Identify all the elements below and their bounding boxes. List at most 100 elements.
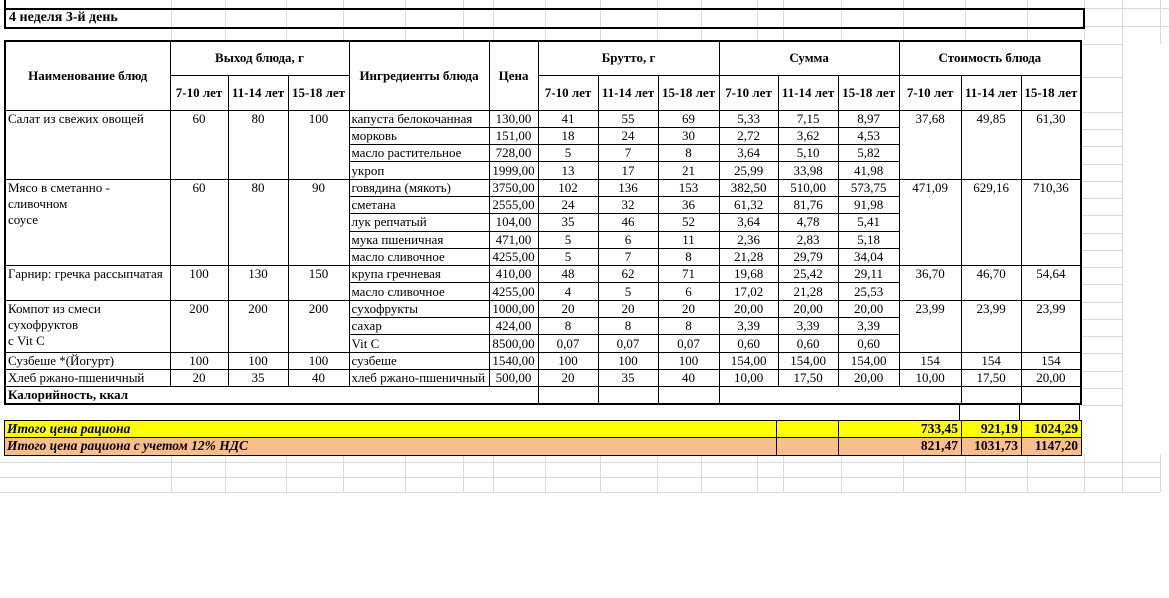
price-cell[interactable]: 4255,00 — [488, 247, 539, 267]
gross-cell-age1[interactable]: 20 — [537, 299, 599, 319]
gross-cell-age2[interactable]: 136 — [597, 178, 659, 197]
gross-cell-age1[interactable]: 41 — [537, 109, 599, 128]
sum-cell-age3[interactable]: 3,39 — [837, 317, 900, 336]
gross-cell-age3[interactable]: 153 — [657, 178, 720, 197]
sum-cell-age2[interactable]: 3,39 — [777, 317, 839, 336]
cost-cell-age2[interactable]: 17,50 — [960, 368, 1022, 388]
price-cell[interactable]: 4255,00 — [488, 282, 539, 301]
cost-cell-age3[interactable]: 23,99 — [1020, 299, 1082, 353]
gross-cell-age2[interactable]: 55 — [597, 109, 659, 128]
cost-cell-age3[interactable]: 61,30 — [1020, 109, 1082, 180]
sum-cell-age3[interactable]: 573,75 — [837, 178, 900, 197]
gross-cell-age3[interactable]: 8 — [657, 317, 720, 336]
total-label-cell[interactable]: Итого цена рациона — [7, 421, 131, 436]
sum-cell-age1[interactable]: 0,60 — [718, 334, 779, 353]
header-dish[interactable]: Наименование блюд — [4, 40, 171, 111]
price-cell[interactable]: 424,00 — [488, 317, 539, 336]
output-cell-age3[interactable]: 100 — [287, 109, 350, 180]
gross-cell-age3[interactable]: 52 — [657, 213, 720, 232]
output-cell-age2[interactable]: 100 — [227, 351, 289, 370]
gross-cell-age3[interactable]: 71 — [657, 265, 720, 284]
ingredient-cell[interactable]: мука пшеничная — [348, 230, 490, 249]
price-cell[interactable]: 1540,00 — [488, 351, 539, 370]
dish-name-cell[interactable]: Компот из смеси сухофруктов с Vit C — [4, 299, 171, 353]
header-age-cost-3[interactable]: 15-18 лет — [1020, 74, 1082, 111]
cost-cell-age2[interactable]: 154 — [960, 351, 1022, 370]
price-cell[interactable]: 471,00 — [488, 230, 539, 249]
sum-cell-age2[interactable]: 3,62 — [777, 126, 839, 146]
sum-cell-age3[interactable]: 8,97 — [837, 109, 900, 128]
header-age-output-1[interactable]: 7-10 лет — [169, 74, 229, 111]
ingredient-cell[interactable]: сахар — [348, 317, 490, 336]
dish-name-cell[interactable]: Сузбеше *(Йогурт) — [4, 351, 171, 370]
output-cell-age3[interactable]: 200 — [287, 299, 350, 353]
sum-cell-age3[interactable]: 5,41 — [837, 213, 900, 232]
sum-cell-age2[interactable]: 25,42 — [777, 265, 839, 284]
sum-cell-age1[interactable]: 5,33 — [718, 109, 779, 128]
gross-cell-age1[interactable]: 4 — [537, 282, 599, 301]
gross-cell-age1[interactable]: 5 — [537, 247, 599, 267]
gross-cell-age2[interactable]: 24 — [597, 126, 659, 146]
price-cell[interactable]: 728,00 — [488, 144, 539, 163]
price-cell[interactable]: 104,00 — [488, 213, 539, 232]
output-cell-age1[interactable]: 100 — [169, 265, 229, 301]
header-age-cost-2[interactable]: 11-14 лет — [960, 74, 1022, 111]
calories-empty-cell[interactable] — [960, 386, 1022, 405]
cost-cell-age1[interactable]: 471,09 — [898, 178, 962, 267]
header-age-gross-2[interactable]: 11-14 лет — [597, 74, 659, 111]
calories-empty-cell[interactable] — [597, 386, 659, 405]
sum-cell-age3[interactable]: 20,00 — [837, 368, 900, 388]
sum-cell-age3[interactable]: 5,82 — [837, 144, 900, 163]
sum-cell-age3[interactable]: 91,98 — [837, 195, 900, 215]
price-cell[interactable]: 8500,00 — [488, 334, 539, 353]
sum-cell-age3[interactable]: 4,53 — [837, 126, 900, 146]
cost-cell-age1[interactable]: 36,70 — [898, 265, 962, 301]
ingredient-cell[interactable]: укроп — [348, 161, 490, 180]
gross-cell-age1[interactable]: 5 — [537, 144, 599, 163]
sum-cell-age1[interactable]: 3,39 — [718, 317, 779, 336]
sum-cell-age2[interactable]: 510,00 — [777, 178, 839, 197]
cost-cell-age1[interactable]: 10,00 — [898, 368, 962, 388]
calories-empty-cell[interactable] — [537, 386, 599, 405]
ingredient-cell[interactable]: масло сливочное — [348, 282, 490, 301]
sum-cell-age2[interactable]: 21,28 — [777, 282, 839, 301]
dish-name-cell[interactable]: Гарнир: гречка рассыпчатая — [4, 265, 171, 301]
dish-name-cell[interactable]: Салат из свежих овощей — [4, 109, 171, 180]
total-value-age1[interactable]: 821,47 — [838, 438, 961, 455]
gross-cell-age3[interactable]: 30 — [657, 126, 720, 146]
sum-cell-age2[interactable]: 29,79 — [777, 247, 839, 267]
sum-cell-age3[interactable]: 25,53 — [837, 282, 900, 301]
sum-cell-age1[interactable]: 382,50 — [718, 178, 779, 197]
sum-cell-age1[interactable]: 3,64 — [718, 144, 779, 163]
sum-cell-age1[interactable]: 10,00 — [718, 368, 779, 388]
sum-cell-age2[interactable]: 81,76 — [777, 195, 839, 215]
sum-cell-age2[interactable]: 2,83 — [777, 230, 839, 249]
total-value-age2[interactable]: 921,19 — [961, 421, 1021, 438]
gross-cell-age2[interactable]: 7 — [597, 144, 659, 163]
gross-cell-age1[interactable]: 20 — [537, 368, 599, 388]
gross-cell-age2[interactable]: 35 — [597, 368, 659, 388]
header-age-sum-1[interactable]: 7-10 лет — [718, 74, 779, 111]
ingredient-cell[interactable]: лук репчатый — [348, 213, 490, 232]
sum-cell-age3[interactable]: 41,98 — [837, 161, 900, 180]
calories-empty-cell[interactable] — [718, 386, 962, 405]
header-age-sum-3[interactable]: 15-18 лет — [837, 74, 900, 111]
sum-cell-age2[interactable]: 33,98 — [777, 161, 839, 180]
price-cell[interactable]: 1999,00 — [488, 161, 539, 180]
sum-cell-age1[interactable]: 20,00 — [718, 299, 779, 319]
sum-cell-age1[interactable]: 3,64 — [718, 213, 779, 232]
gross-cell-age3[interactable]: 100 — [657, 351, 720, 370]
header-age-gross-1[interactable]: 7-10 лет — [537, 74, 599, 111]
output-cell-age2[interactable]: 200 — [227, 299, 289, 353]
output-cell-age2[interactable]: 35 — [227, 368, 289, 388]
dish-name-cell[interactable]: Мясо в сметанно - сливочном соусе — [4, 178, 171, 267]
gross-cell-age3[interactable]: 36 — [657, 195, 720, 215]
output-cell-age3[interactable]: 150 — [287, 265, 350, 301]
sum-cell-age3[interactable]: 34,04 — [837, 247, 900, 267]
ingredient-cell[interactable]: хлеб ржано-пшеничный — [348, 368, 490, 388]
cost-cell-age1[interactable]: 154 — [898, 351, 962, 370]
cost-cell-age1[interactable]: 37,68 — [898, 109, 962, 180]
total-empty-cell[interactable] — [776, 438, 838, 455]
sum-cell-age2[interactable]: 20,00 — [777, 299, 839, 319]
gross-cell-age1[interactable]: 0,07 — [537, 334, 599, 353]
